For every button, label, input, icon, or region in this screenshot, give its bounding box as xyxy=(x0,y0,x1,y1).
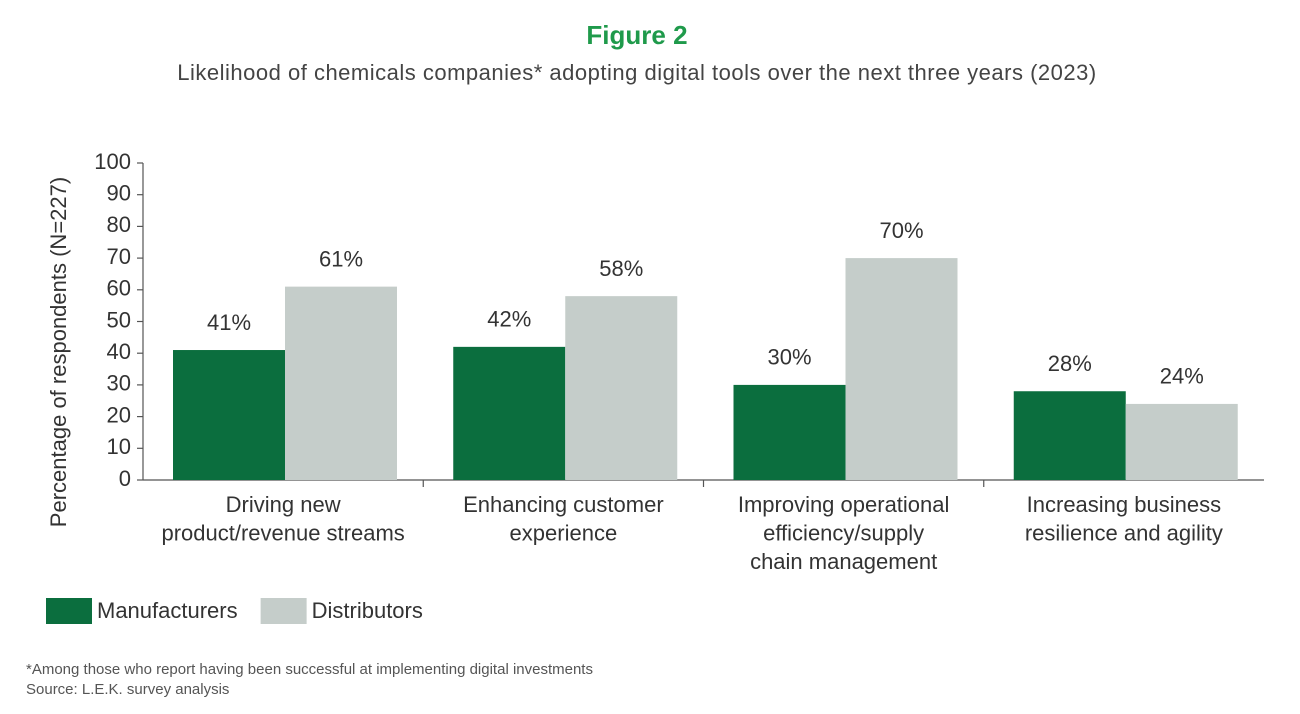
data-label: 30% xyxy=(767,345,811,370)
x-tick-label: Driving new product/revenue streams xyxy=(161,492,404,546)
data-label: 58% xyxy=(599,256,643,281)
bar xyxy=(453,346,566,480)
footnote: *Among those who report having been succ… xyxy=(26,661,593,678)
y-tick-label: 50 xyxy=(107,307,131,332)
data-label: 42% xyxy=(487,307,531,332)
data-label: 70% xyxy=(879,218,923,243)
legend-swatch xyxy=(46,598,92,624)
data-label: 28% xyxy=(1048,351,1092,376)
y-tick-label: 0 xyxy=(119,466,131,491)
y-tick-label: 60 xyxy=(107,276,131,301)
bar xyxy=(1125,403,1238,480)
y-tick-label: 10 xyxy=(107,434,131,459)
data-label: 24% xyxy=(1160,364,1204,389)
bar xyxy=(285,286,397,480)
footnote: Source: L.E.K. survey analysis xyxy=(26,681,229,698)
y-axis-label: Percentage of respondents (N=227) xyxy=(46,177,71,527)
y-tick-label: 90 xyxy=(107,181,131,206)
bar xyxy=(733,384,846,480)
chart-subtitle: Likelihood of chemicals companies* adopt… xyxy=(177,60,1096,85)
legend-label: Distributors xyxy=(312,598,423,623)
bar xyxy=(845,258,958,480)
bar xyxy=(173,350,285,480)
x-tick-label: Increasing business resilience and agilit… xyxy=(1025,492,1223,546)
data-label: 41% xyxy=(207,310,251,335)
y-tick-label: 20 xyxy=(107,402,131,427)
legend-label: Manufacturers xyxy=(97,598,238,623)
bar xyxy=(565,296,678,480)
y-tick-label: 70 xyxy=(107,244,131,269)
legend-swatch xyxy=(260,598,307,624)
data-label: 61% xyxy=(319,246,363,271)
y-tick-label: 30 xyxy=(107,371,131,396)
bar xyxy=(1013,391,1126,480)
x-tick-label: Improving operational efficiency/supply ch… xyxy=(738,492,950,574)
y-tick-label: 100 xyxy=(94,149,131,174)
chart-title: Figure 2 xyxy=(586,20,687,50)
x-tick-label: Enhancing customer experience xyxy=(463,492,664,546)
y-tick-label: 80 xyxy=(107,212,131,237)
y-tick-label: 40 xyxy=(107,339,131,364)
